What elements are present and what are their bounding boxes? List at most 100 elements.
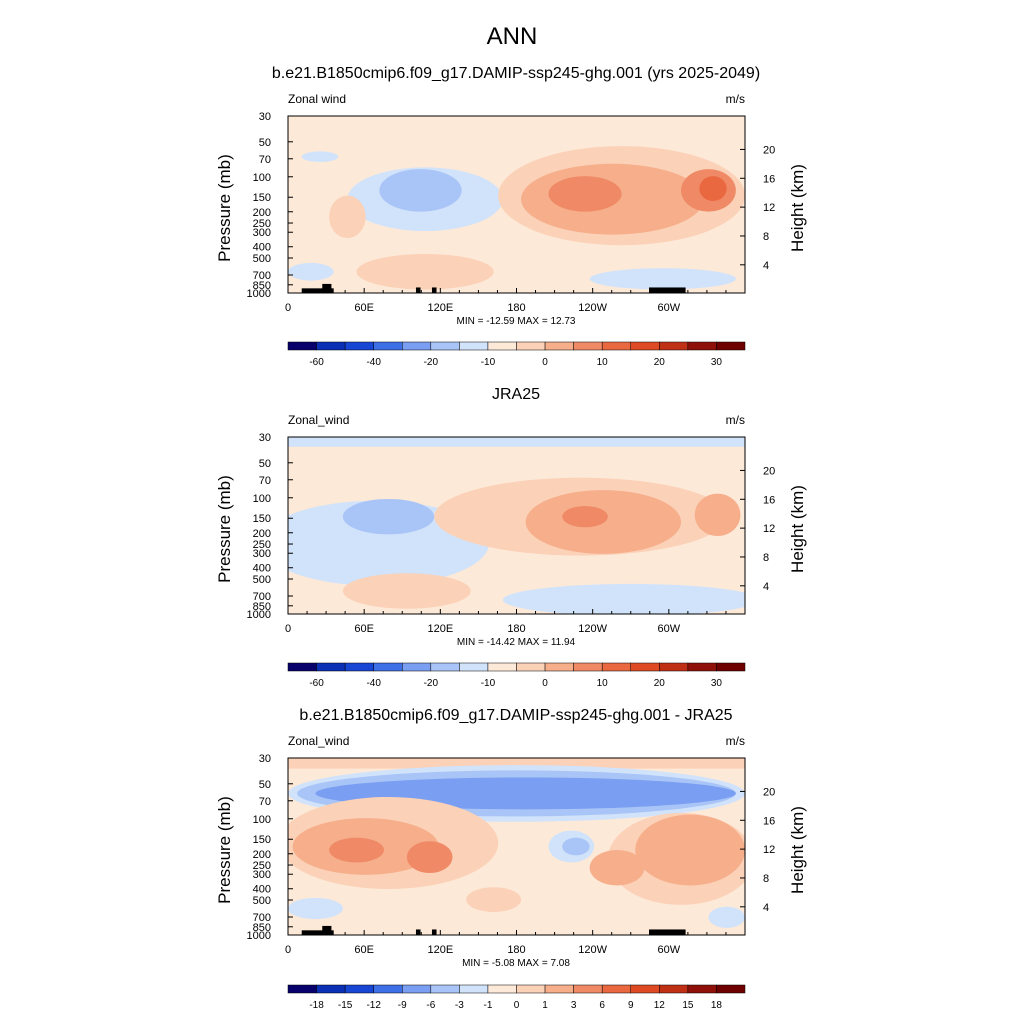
y-tick-label: 200 <box>253 207 271 219</box>
y-right-axis-title: Height (km) <box>788 485 807 573</box>
y-tick-label: 50 <box>259 137 271 149</box>
y-axis-title: Pressure (mb) <box>215 154 234 262</box>
y-right-tick-label: 4 <box>763 902 769 914</box>
colorbar-swatch <box>573 984 603 994</box>
colorbar-swatch <box>659 984 689 994</box>
x-tick-label: 120E <box>427 623 453 635</box>
y-tick-label: 100 <box>253 172 271 184</box>
y-tick-label: 100 <box>253 814 271 826</box>
y-tick-label: 300 <box>253 869 271 881</box>
colorbar-swatch <box>487 662 517 672</box>
colorbar-swatch <box>402 984 432 994</box>
colorbar-swatch <box>316 662 346 672</box>
contour-field <box>288 437 745 614</box>
y-tick-label: 400 <box>253 884 271 896</box>
colorbar-label: -40 <box>366 678 381 689</box>
colorbar-label: 12 <box>654 1000 666 1011</box>
chart-panel-3: b.e21.B1850cmip6.f09_g17.DAMIP-ssp245-gh… <box>215 707 807 1011</box>
land-mask <box>301 288 334 293</box>
y-tick-label: 250 <box>253 218 271 230</box>
colorbar-swatch <box>659 662 689 672</box>
contour-region <box>356 254 494 290</box>
colorbar-swatch <box>402 662 432 672</box>
colorbar-swatch <box>344 984 374 994</box>
y-tick-label: 300 <box>253 227 271 239</box>
land-mask <box>649 929 686 935</box>
contour-region <box>699 176 727 201</box>
x-tick-label: 60E <box>354 944 374 956</box>
y-tick-label: 1000 <box>247 609 271 621</box>
colorbar-swatch <box>630 341 660 351</box>
colorbar-swatch <box>544 662 574 672</box>
y-tick-label: 70 <box>259 154 271 166</box>
units-label: m/s <box>726 92 745 106</box>
y-tick-label: 700 <box>253 912 271 924</box>
min-max-stats: MIN = -14.42 MAX = 11.94 <box>457 637 576 648</box>
min-max-stats: MIN = -5.08 MAX = 7.08 <box>462 958 570 969</box>
y-tick-label: 700 <box>253 270 271 282</box>
x-tick-label: 60W <box>658 944 681 956</box>
colorbar-swatch <box>630 984 660 994</box>
land-mask <box>322 925 332 935</box>
y-tick-label: 150 <box>253 513 271 525</box>
x-tick-label: 120W <box>578 623 607 635</box>
x-tick-label: 120W <box>578 302 607 314</box>
y-tick-label: 850 <box>253 922 271 934</box>
y-tick-label: 30 <box>259 111 271 123</box>
colorbar-swatch <box>601 341 631 351</box>
colorbar-label: -1 <box>483 1000 492 1011</box>
colorbar-swatch <box>430 341 460 351</box>
colorbar-label: -60 <box>309 357 324 368</box>
contour-region <box>342 498 435 535</box>
colorbar-swatch <box>573 662 603 672</box>
colorbar-label: 10 <box>597 678 609 689</box>
contour-region <box>589 268 736 290</box>
colorbar-swatch <box>544 341 574 351</box>
colorbar-swatch <box>487 984 517 994</box>
y-axis-title: Pressure (mb) <box>215 796 234 904</box>
colorbar-label: -3 <box>455 1000 464 1011</box>
y-tick-label: 50 <box>259 458 271 470</box>
x-tick-label: 0 <box>285 302 291 314</box>
y-right-tick-label: 8 <box>763 873 769 885</box>
min-max-stats: MIN = -12.59 MAX = 12.73 <box>457 316 576 327</box>
x-tick-label: 0 <box>285 944 291 956</box>
colorbar-swatch <box>316 984 346 994</box>
y-right-tick-label: 12 <box>763 202 775 214</box>
y-tick-label: 400 <box>253 242 271 254</box>
y-right-axis-title: Height (km) <box>788 164 807 252</box>
colorbar-label: -20 <box>424 678 439 689</box>
variable-label: Zonal_wind <box>288 413 349 427</box>
panel-title: JRA25 <box>492 386 540 403</box>
colorbar-swatch <box>544 984 574 994</box>
colorbar-label: 9 <box>628 1000 634 1011</box>
land-mask <box>415 929 421 935</box>
contour-region <box>562 506 608 528</box>
x-tick-label: 60E <box>354 623 374 635</box>
y-tick-label: 250 <box>253 539 271 551</box>
y-tick-label: 70 <box>259 475 271 487</box>
y-right-tick-label: 4 <box>763 260 769 272</box>
colorbar-label: 20 <box>654 357 666 368</box>
contour-field <box>288 758 745 935</box>
colorbar-swatch <box>516 662 546 672</box>
y-tick-label: 300 <box>253 548 271 560</box>
colorbar-swatch <box>373 341 403 351</box>
contour-region <box>288 262 334 281</box>
colorbar-swatch <box>402 341 432 351</box>
contour-region <box>502 583 745 614</box>
colorbar-swatch <box>716 662 746 672</box>
contour-region <box>342 573 471 609</box>
colorbar-label: 10 <box>597 357 609 368</box>
colorbar-swatch <box>516 984 546 994</box>
x-tick-label: 60W <box>658 623 681 635</box>
x-tick-label: 120E <box>427 302 453 314</box>
y-tick-label: 1000 <box>247 288 271 300</box>
y-right-tick-label: 12 <box>763 523 775 535</box>
colorbar-label: -60 <box>309 678 324 689</box>
colorbar-swatch <box>659 341 689 351</box>
y-tick-label: 850 <box>253 280 271 292</box>
colorbar-swatch <box>459 341 489 351</box>
colorbar-label: -6 <box>426 1000 435 1011</box>
